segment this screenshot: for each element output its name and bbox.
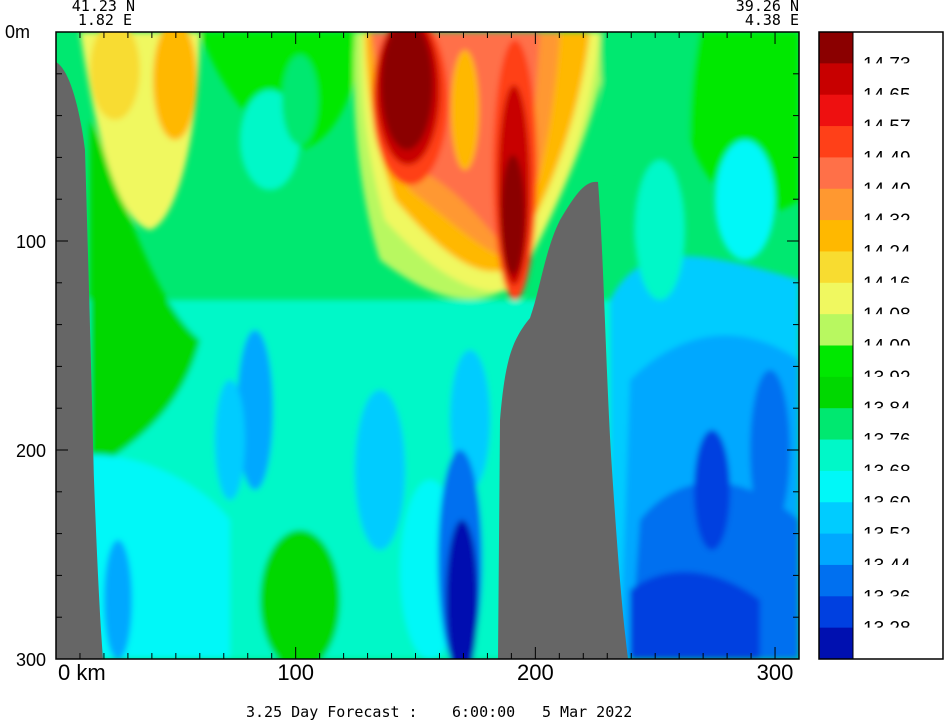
colorbar-swatch	[819, 533, 853, 566]
temperature-field	[56, 32, 799, 659]
y-tick-label: 200	[16, 441, 46, 461]
colorbar-label-cell	[853, 345, 946, 377]
colorbar: 14.7314.6514.5714.4914.4014.3214.2414.16…	[818, 31, 946, 660]
forecast-label: 3.25 Day Forecast :	[246, 703, 418, 721]
colorbar-label-cell	[853, 251, 946, 283]
colorbar-swatch	[819, 63, 853, 96]
axis-ticks	[55, 31, 800, 660]
plot-frame	[55, 31, 800, 660]
colorbar-swatch	[819, 564, 853, 597]
colorbar-frame	[818, 31, 944, 660]
colorbar-label-cell	[853, 220, 946, 252]
colorbar-label-cell	[853, 282, 946, 315]
y-axis-labels: 0m 100 200 300	[5, 22, 46, 670]
colorbar-label-cell	[853, 376, 946, 409]
forecast-date: 5 Mar 2022	[542, 703, 632, 721]
colorbar-label-cell	[853, 564, 946, 597]
start-latitude: 41.23 N	[72, 0, 135, 15]
x-tick-label: 300	[757, 660, 794, 685]
colorbar-label-cell	[853, 502, 946, 534]
forecast-time: 6:00:00	[452, 703, 515, 721]
colorbar-label-cell	[853, 533, 946, 565]
x-tick-label: 100	[277, 660, 314, 685]
colorbar-swatch	[819, 314, 853, 346]
colorbar-swatch	[819, 627, 853, 660]
colorbar-label-cell	[853, 408, 946, 440]
x-tick-label: 0 km	[58, 660, 106, 685]
colorbar-swatch	[819, 251, 853, 284]
colorbar-swatch	[819, 408, 853, 441]
colorbar-swatch	[819, 188, 853, 221]
colorbar-label-cell	[853, 627, 946, 659]
colorbar-label-cell	[853, 470, 946, 503]
colorbar-swatch	[819, 376, 853, 409]
x-tick-label: 200	[517, 660, 554, 685]
colorbar-swatch	[819, 439, 853, 472]
colorbar-swatch	[819, 32, 853, 64]
colorbar-swatch	[819, 596, 853, 629]
colorbar-swatch	[819, 502, 853, 535]
colorbar-label-cell	[853, 63, 946, 95]
colorbar-swatch	[819, 157, 853, 190]
colorbar-label-cell	[853, 188, 946, 221]
colorbar-swatch	[819, 470, 853, 503]
colorbar-swatch	[819, 220, 853, 252]
y-tick-label: 300	[16, 650, 46, 670]
colorbar-label-cell	[853, 596, 946, 628]
end-longitude: 4.38 E	[745, 11, 799, 29]
colorbar-label-cell	[853, 126, 946, 158]
end-latitude: 39.26 N	[736, 0, 799, 15]
colorbar-swatch	[819, 345, 853, 378]
y-tick-label: 100	[16, 232, 46, 252]
colorbar-label-cell	[853, 157, 946, 189]
colorbar-label-cell	[853, 439, 946, 471]
x-axis-labels: 0 km 100 200 300	[58, 660, 793, 685]
colorbar-swatch	[819, 126, 853, 158]
y-tick-label: 0m	[5, 22, 30, 42]
colorbar-label-cell	[853, 32, 946, 64]
colorbar-label-cell	[853, 94, 946, 127]
start-longitude: 1.82 E	[78, 11, 132, 29]
colorbar-swatch	[819, 282, 853, 315]
colorbar-swatch	[819, 94, 853, 127]
colorbar-label-cell	[853, 314, 946, 346]
